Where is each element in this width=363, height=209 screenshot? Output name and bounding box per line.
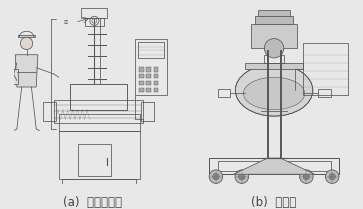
Polygon shape	[5, 69, 19, 84]
Polygon shape	[15, 55, 38, 87]
Text: 자기: 자기	[64, 20, 69, 24]
Circle shape	[235, 170, 249, 184]
Text: (b)  혼련기: (b) 혼련기	[252, 196, 297, 209]
Text: (a)  시험중자기: (a) 시험중자기	[63, 196, 122, 209]
Polygon shape	[19, 35, 34, 37]
Polygon shape	[234, 158, 314, 174]
Bar	[146, 67, 151, 71]
Circle shape	[209, 170, 223, 184]
Circle shape	[325, 170, 339, 184]
Polygon shape	[252, 24, 297, 48]
Ellipse shape	[235, 64, 313, 116]
Polygon shape	[255, 16, 293, 24]
Circle shape	[238, 173, 245, 180]
Ellipse shape	[243, 77, 305, 110]
Polygon shape	[245, 63, 303, 69]
Circle shape	[264, 39, 284, 58]
Bar	[154, 81, 159, 85]
Bar	[139, 81, 144, 85]
Bar	[146, 74, 151, 78]
Bar	[139, 88, 144, 92]
Bar	[154, 74, 159, 78]
Bar	[139, 74, 144, 78]
Circle shape	[20, 37, 33, 50]
Circle shape	[299, 170, 313, 184]
Polygon shape	[258, 9, 290, 16]
Bar	[146, 88, 151, 92]
Bar	[139, 67, 144, 71]
Circle shape	[303, 173, 310, 180]
Bar	[146, 81, 151, 85]
Circle shape	[329, 173, 335, 180]
Circle shape	[213, 173, 219, 180]
Bar	[154, 88, 159, 92]
Bar	[154, 67, 159, 71]
